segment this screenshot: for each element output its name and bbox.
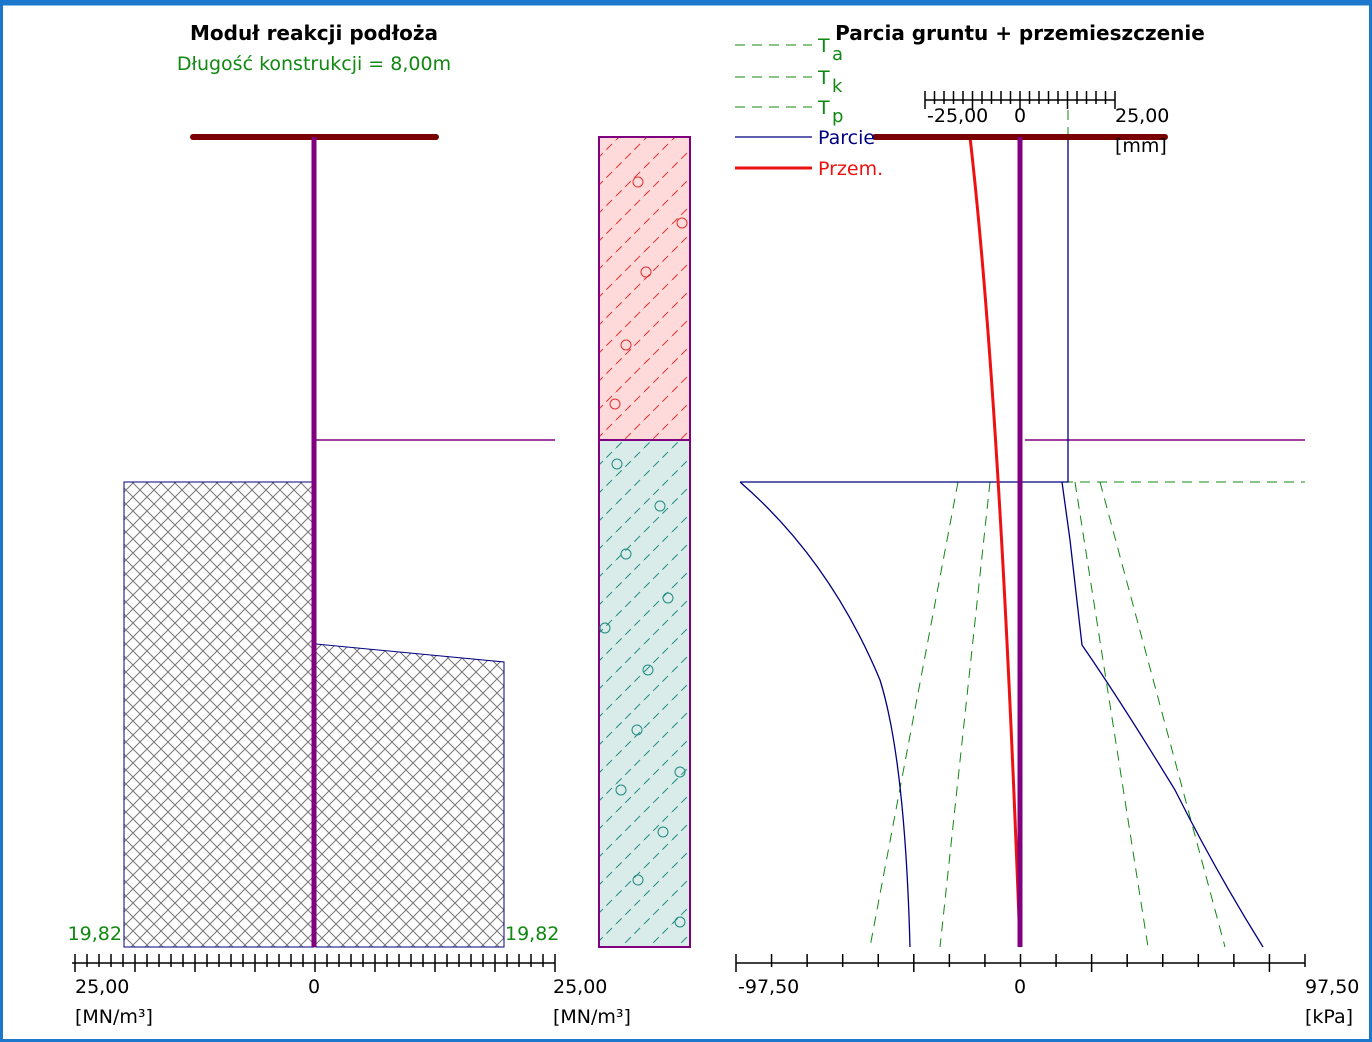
axis-unit: [MN/m³] (553, 1006, 631, 1028)
axis-label: -25,00 (927, 105, 988, 127)
pressure-limits (869, 110, 1226, 948)
displacement (968, 136, 1022, 948)
legend-subscript: k (832, 76, 843, 97)
soil-layer-1 (598, 136, 691, 441)
legend-label: T (817, 67, 830, 89)
legend-label: Parcie (818, 127, 875, 149)
left-subtitle: Długość konstrukcji = 8,00m (177, 53, 451, 75)
legend-label: Przem. (818, 158, 883, 180)
value-label: 19,82 (505, 923, 559, 945)
axis-label: 0 (308, 976, 320, 998)
soil-layer-2 (598, 439, 691, 948)
value-label: 19,82 (68, 923, 122, 945)
axis-unit: [mm] (1115, 135, 1167, 157)
legend-subscript: a (832, 44, 843, 65)
axis-label: 97,50 (1305, 976, 1359, 998)
left-title: Moduł reakcji podłoża (190, 21, 438, 45)
legend-label: T (817, 35, 830, 57)
modulus-right (315, 643, 505, 948)
axis-label: 25,00 (75, 976, 129, 998)
axis-unit: [MN/m³] (75, 1006, 153, 1028)
axis-label: 25,00 (1115, 105, 1169, 127)
modulus-left (123, 481, 315, 948)
axis-label: -97,50 (738, 976, 799, 998)
legend-subscript: p (832, 106, 843, 127)
right-title: Parcia gruntu + przemieszczenie (835, 21, 1205, 45)
legend-label: T (817, 97, 830, 119)
axis-label: 0 (1014, 105, 1026, 127)
axis-label: 25,00 (553, 976, 607, 998)
axis-unit: [kPa] (1305, 1006, 1353, 1028)
axis-label: 0 (1014, 976, 1026, 998)
